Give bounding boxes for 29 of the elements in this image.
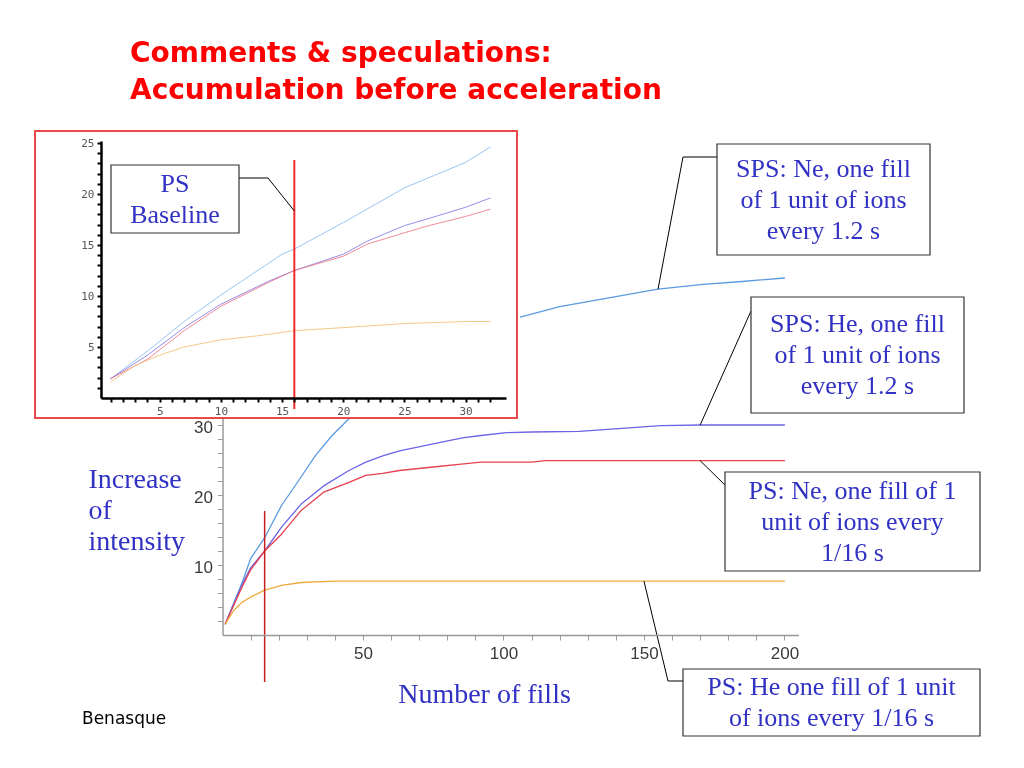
- x-tick-label: 50: [354, 643, 373, 663]
- x-tick-label: 5: [156, 404, 164, 418]
- x-tick-label: 30: [459, 404, 473, 418]
- x-tick-label: 25: [398, 404, 412, 418]
- y-tick-label: 5: [87, 340, 95, 354]
- line-series: [224, 580, 786, 625]
- y-axis-title: Increase of intensity: [88, 462, 185, 556]
- x-tick-label: 20: [337, 404, 351, 418]
- ref-line-label: PS Baseline: [130, 168, 220, 229]
- chart-title: Comments & speculations: Accumulation before acceleration: [130, 36, 662, 106]
- x-tick-label: 10: [214, 404, 229, 418]
- text: Benasque: [82, 708, 167, 728]
- annotation: PS: He one fill of 1 unit of ions every 1/16 s: [707, 672, 957, 732]
- y-tick-label: 25: [81, 136, 95, 150]
- y-tick-label: 20: [194, 487, 213, 507]
- annotation: PS: Ne, one fill of 1 unit of ions every 1/16 s: [748, 475, 957, 567]
- annotation: SPS: Ne, one fill of 1 unit of ions every 1.2 s: [736, 153, 911, 245]
- line-series: [110, 321, 491, 383]
- x-axis-title: Number of fills: [398, 677, 571, 709]
- y-tick-label: 15: [81, 238, 95, 252]
- x-tick-label: 100: [489, 643, 519, 663]
- y-tick-label: 30: [194, 417, 213, 437]
- x-tick-label: 200: [770, 643, 800, 663]
- x-tick-label: 150: [630, 643, 659, 663]
- y-tick-label: 20: [81, 187, 95, 201]
- annotation: SPS: He, one fill of 1 unit of ions every 1.2 s: [770, 309, 945, 400]
- x-tick-label: 15: [275, 404, 290, 418]
- y-tick-label: 10: [194, 557, 213, 577]
- y-tick-label: 10: [81, 289, 95, 303]
